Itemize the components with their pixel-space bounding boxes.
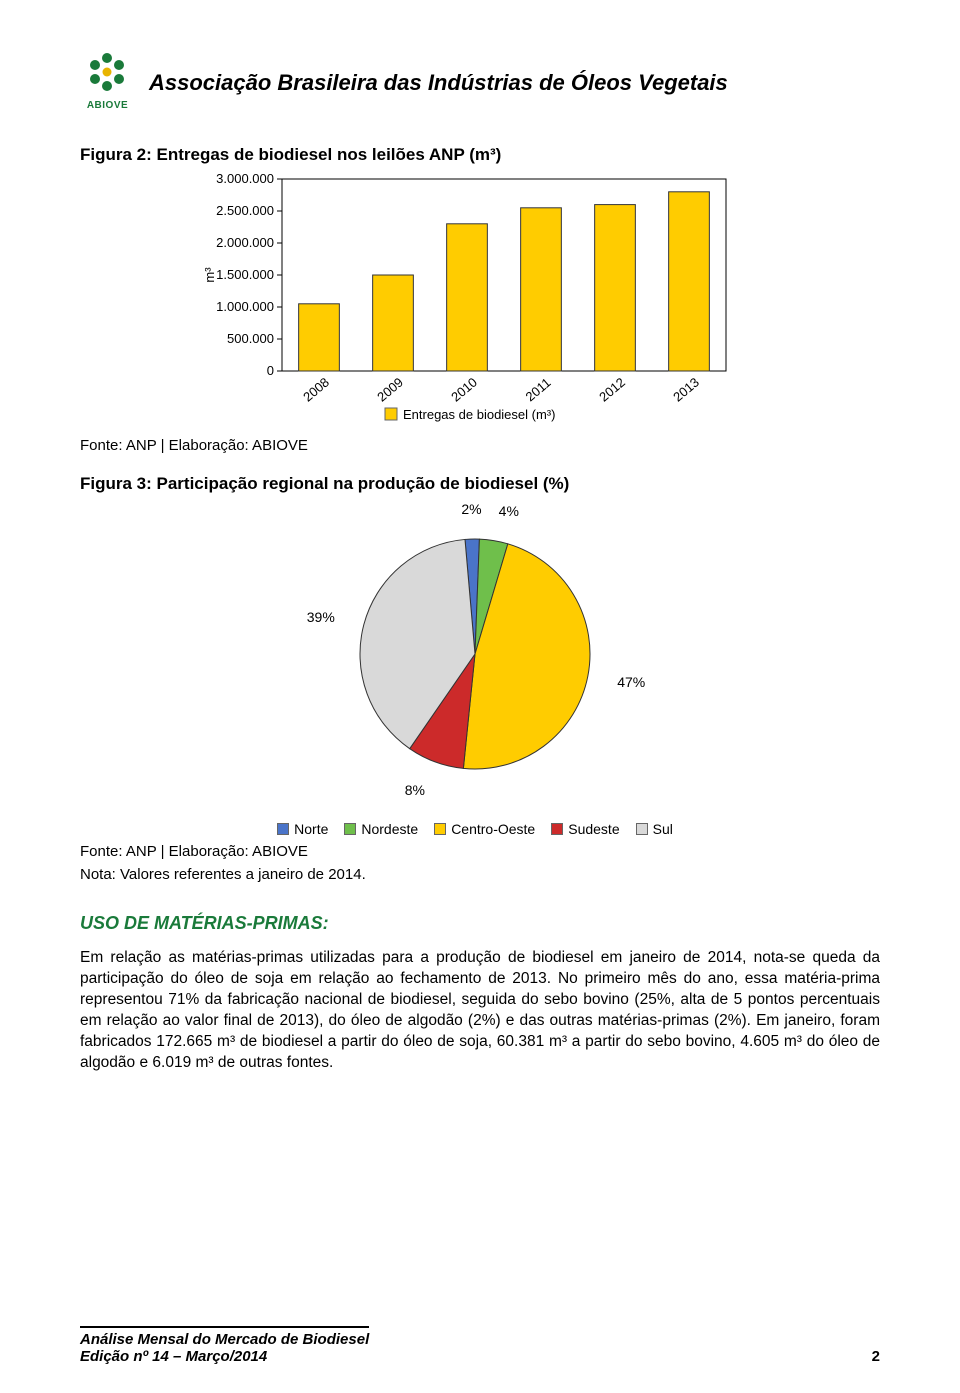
svg-text:2009: 2009: [374, 375, 406, 405]
svg-text:2%: 2%: [461, 504, 481, 517]
footer-line1: Análise Mensal do Mercado de Biodiesel: [80, 1331, 369, 1348]
svg-text:1.000.000: 1.000.000: [216, 299, 274, 314]
svg-text:4%: 4%: [499, 504, 519, 519]
figure3-source: Fonte: ANP | Elaboração: ABIOVE: [80, 843, 880, 860]
svg-text:Entregas de biodiesel (m³): Entregas de biodiesel (m³): [403, 407, 555, 422]
page-footer: Análise Mensal do Mercado de Biodiesel E…: [80, 1326, 880, 1365]
svg-text:8%: 8%: [405, 782, 425, 798]
abiove-logo: ABIOVE: [80, 50, 135, 115]
svg-text:2.000.000: 2.000.000: [216, 235, 274, 250]
section-paragraph: Em relação as matérias-primas utilizadas…: [80, 948, 880, 1074]
legend-item: Nordeste: [344, 821, 418, 837]
figure3-note: Nota: Valores referentes a janeiro de 20…: [80, 866, 880, 883]
page-header: ABIOVE Associação Brasileira das Indústr…: [80, 50, 880, 115]
figure2-source: Fonte: ANP | Elaboração: ABIOVE: [80, 437, 880, 454]
figure3-pie-chart: 2% 4% 47% 8% 39% Norte Nordeste Centro-Oeste Su…: [260, 504, 690, 837]
page-number: 2: [872, 1348, 880, 1365]
svg-text:1.500.000: 1.500.000: [216, 267, 274, 282]
svg-text:2013: 2013: [670, 375, 702, 405]
svg-text:m³: m³: [202, 267, 217, 283]
svg-text:3.000.000: 3.000.000: [216, 171, 274, 186]
svg-text:39%: 39%: [307, 609, 335, 625]
svg-text:2011: 2011: [523, 375, 554, 404]
figure3-title: Figura 3: Participação regional na produ…: [80, 474, 880, 494]
figure2-bar-chart: 0 500.000 1.000.000 1.500.000 2.000.000 2.500…: [200, 171, 740, 431]
figure2-title: Figura 2: Entregas de biodiesel nos leil…: [80, 145, 880, 165]
svg-text:2012: 2012: [596, 375, 628, 405]
logo-label: ABIOVE: [80, 100, 135, 111]
svg-text:0: 0: [267, 363, 274, 378]
pie-legend: Norte Nordeste Centro-Oeste Sudeste Sul: [260, 821, 690, 837]
svg-text:2010: 2010: [448, 375, 480, 405]
footer-line2: Edição nº 14 – Março/2014: [80, 1348, 267, 1365]
svg-text:2008: 2008: [300, 375, 332, 405]
section-title: USO DE MATÉRIAS-PRIMAS:: [80, 913, 880, 934]
legend-item: Sul: [636, 821, 673, 837]
legend-item: Norte: [277, 821, 328, 837]
svg-text:500.000: 500.000: [227, 331, 274, 346]
svg-text:2.500.000: 2.500.000: [216, 203, 274, 218]
org-title: Associação Brasileira das Indústrias de …: [149, 70, 728, 96]
legend-item: Centro-Oeste: [434, 821, 535, 837]
legend-item: Sudeste: [551, 821, 619, 837]
footer-left: Análise Mensal do Mercado de Biodiesel E…: [80, 1326, 369, 1365]
svg-text:47%: 47%: [617, 674, 645, 690]
